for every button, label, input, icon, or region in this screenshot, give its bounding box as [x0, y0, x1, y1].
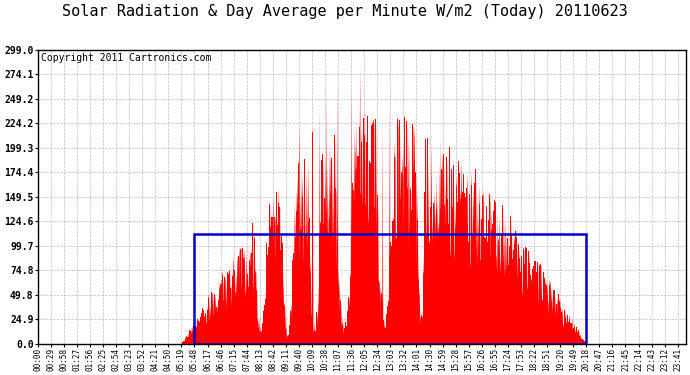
Text: Copyright 2011 Cartronics.com: Copyright 2011 Cartronics.com [41, 53, 211, 63]
Text: Solar Radiation & Day Average per Minute W/m2 (Today) 20110623: Solar Radiation & Day Average per Minute… [62, 4, 628, 19]
Bar [195, 234, 586, 344]
